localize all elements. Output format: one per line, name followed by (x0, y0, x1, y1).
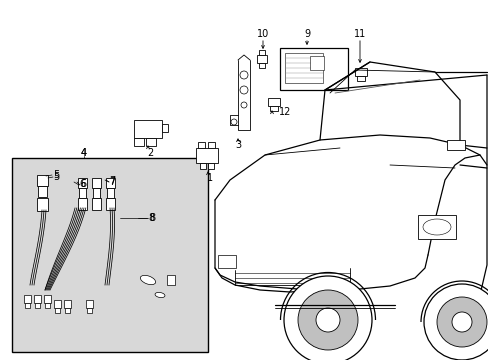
Ellipse shape (422, 219, 450, 235)
Bar (269, 106, 278, 111)
Bar (356, 76, 364, 81)
Bar (12, 158, 207, 352)
Text: 4: 4 (81, 148, 87, 158)
Bar (45, 303, 50, 308)
Bar (54, 300, 61, 308)
Bar (259, 63, 264, 68)
Bar (64, 300, 71, 308)
Bar (35, 303, 40, 308)
Circle shape (240, 86, 247, 94)
Bar (134, 138, 143, 146)
Bar (37, 175, 48, 186)
Bar (218, 255, 236, 268)
Bar (257, 55, 266, 63)
Circle shape (436, 297, 486, 347)
Text: 2: 2 (146, 148, 153, 158)
Bar (167, 275, 175, 285)
Bar (44, 295, 51, 303)
Bar (354, 68, 366, 76)
Text: 6: 6 (80, 179, 86, 189)
Text: 5: 5 (53, 170, 59, 180)
Bar (280, 48, 347, 90)
Text: 7: 7 (109, 176, 115, 186)
Circle shape (240, 71, 247, 79)
Bar (92, 178, 101, 188)
Bar (196, 148, 218, 163)
Bar (134, 120, 162, 138)
Bar (309, 56, 324, 70)
Bar (78, 198, 87, 210)
Bar (106, 178, 115, 188)
Bar (200, 163, 205, 169)
Text: 8: 8 (149, 213, 155, 223)
Bar (34, 295, 41, 303)
Bar (446, 140, 464, 150)
Ellipse shape (140, 275, 155, 285)
Bar (38, 186, 47, 197)
Bar (79, 188, 86, 198)
Bar (86, 300, 93, 308)
Text: 6: 6 (79, 179, 85, 189)
Bar (207, 142, 215, 148)
Bar (198, 142, 204, 148)
Text: 12: 12 (278, 107, 290, 117)
Text: 4: 4 (81, 148, 87, 158)
Text: 11: 11 (353, 29, 366, 39)
Text: 10: 10 (256, 29, 268, 39)
Circle shape (423, 284, 488, 360)
Bar (162, 124, 168, 132)
Text: 9: 9 (304, 29, 309, 39)
Bar (259, 50, 264, 55)
Circle shape (315, 308, 339, 332)
Text: 3: 3 (234, 140, 241, 150)
Bar (146, 138, 156, 146)
Bar (285, 53, 323, 83)
Circle shape (241, 102, 246, 108)
Circle shape (284, 276, 371, 360)
Text: 1: 1 (206, 173, 213, 183)
Bar (78, 178, 87, 188)
Bar (106, 198, 115, 210)
Bar (65, 308, 70, 313)
Bar (24, 295, 31, 303)
Ellipse shape (155, 292, 164, 298)
Bar (87, 308, 92, 313)
Bar (93, 188, 100, 198)
Text: 8: 8 (148, 213, 154, 223)
Bar (55, 308, 60, 313)
Bar (92, 198, 101, 210)
Bar (207, 163, 214, 169)
Bar (107, 188, 114, 198)
Text: 7: 7 (109, 177, 115, 187)
Bar (267, 98, 280, 106)
Text: 5: 5 (53, 172, 59, 182)
Circle shape (297, 290, 357, 350)
Bar (37, 198, 48, 211)
Circle shape (230, 119, 237, 125)
Circle shape (451, 312, 471, 332)
Bar (417, 215, 455, 239)
Bar (25, 303, 30, 308)
